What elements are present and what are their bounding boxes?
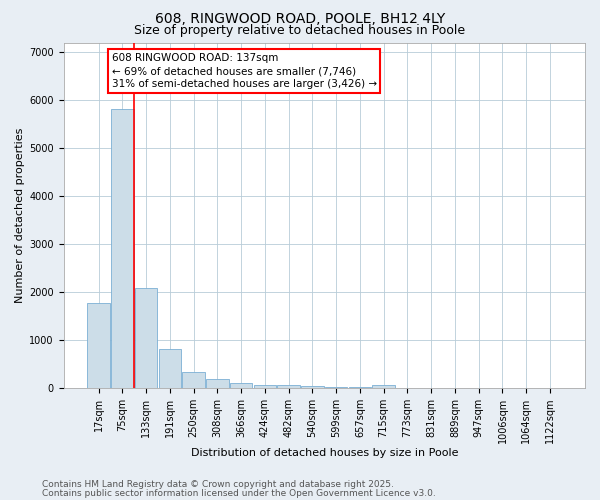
Text: Contains HM Land Registry data © Crown copyright and database right 2025.: Contains HM Land Registry data © Crown c… [42, 480, 394, 489]
Text: 608, RINGWOOD ROAD, POOLE, BH12 4LY: 608, RINGWOOD ROAD, POOLE, BH12 4LY [155, 12, 445, 26]
Text: Contains public sector information licensed under the Open Government Licence v3: Contains public sector information licen… [42, 488, 436, 498]
X-axis label: Distribution of detached houses by size in Poole: Distribution of detached houses by size … [191, 448, 458, 458]
Y-axis label: Number of detached properties: Number of detached properties [15, 128, 25, 303]
Bar [87, 302, 110, 388]
Bar [254, 384, 276, 388]
Bar [111, 108, 134, 388]
Bar [206, 379, 229, 388]
Bar [301, 386, 323, 388]
Bar [182, 372, 205, 388]
Text: Size of property relative to detached houses in Poole: Size of property relative to detached ho… [134, 24, 466, 37]
Bar [230, 383, 253, 388]
Text: 608 RINGWOOD ROAD: 137sqm
← 69% of detached houses are smaller (7,746)
31% of se: 608 RINGWOOD ROAD: 137sqm ← 69% of detac… [112, 53, 377, 90]
Bar [135, 288, 157, 388]
Bar [373, 385, 395, 388]
Bar [325, 387, 347, 388]
Bar [277, 385, 300, 388]
Bar [158, 348, 181, 388]
